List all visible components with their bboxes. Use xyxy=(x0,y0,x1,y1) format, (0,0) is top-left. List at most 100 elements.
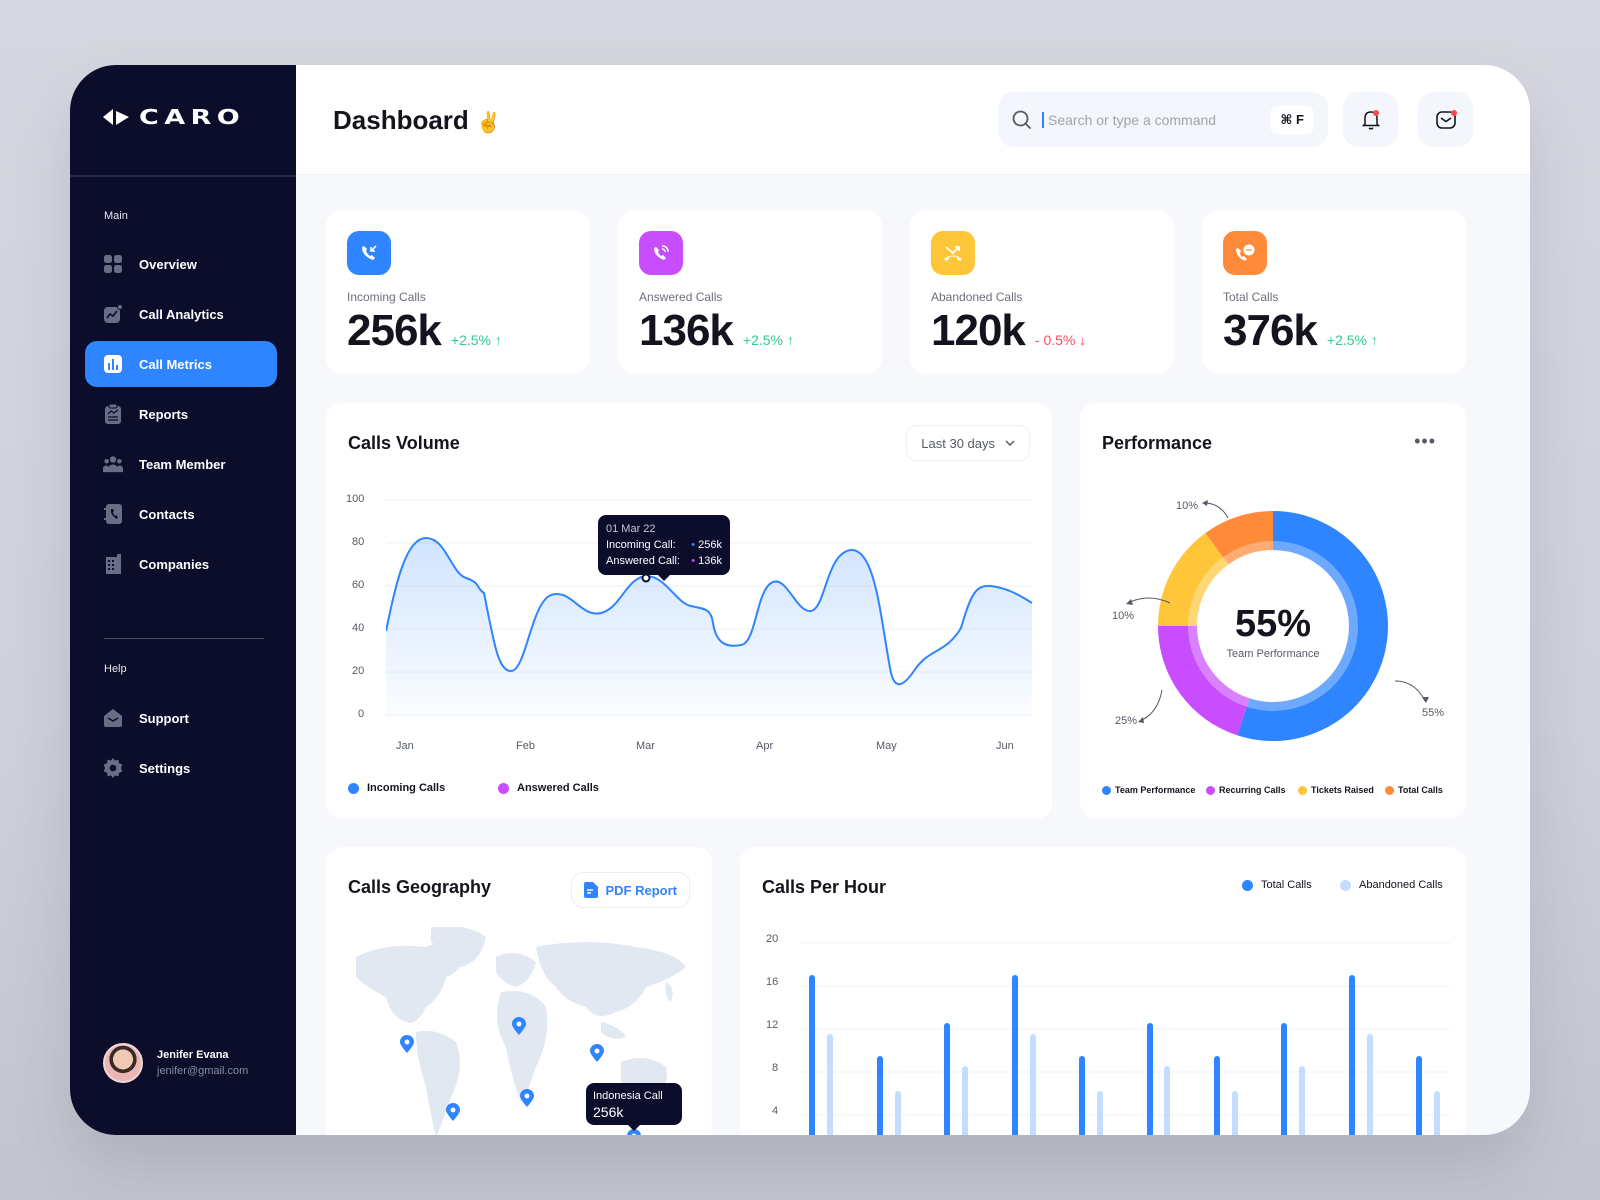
abandoned-call-icon xyxy=(931,231,975,275)
messages-button[interactable] xyxy=(1418,92,1473,147)
logo[interactable]: CARO xyxy=(103,105,240,129)
performance-donut-chart xyxy=(1158,511,1388,741)
stat-value: 120k - 0.5% ↓ xyxy=(931,306,1087,355)
callout-label: 10% xyxy=(1112,610,1135,622)
date-range-dropdown[interactable]: Last 30 days xyxy=(906,425,1030,461)
call-chat-icon xyxy=(1223,231,1267,275)
search-input[interactable] xyxy=(1042,111,1252,128)
legend-total-calls[interactable]: Total Calls xyxy=(1242,879,1312,891)
search-icon xyxy=(1012,110,1032,129)
map-pin-icon[interactable] xyxy=(512,1017,526,1040)
header: Dashboard ✌️ ⌘ F xyxy=(296,65,1530,175)
chart-tooltip: 01 Mar 22 Incoming Call: • 256k Answered … xyxy=(598,515,730,581)
app-window: CARO Main Overview Call Analytics Call M… xyxy=(70,65,1530,1135)
legend-incoming[interactable]: Incoming Calls xyxy=(348,782,445,794)
section-label-main: Main xyxy=(104,210,128,222)
stat-label: Total Calls xyxy=(1223,290,1279,304)
stat-card-abandoned: Abandoned Calls 120k - 0.5% ↓ xyxy=(910,210,1174,374)
sidebar-item-companies[interactable]: Companies xyxy=(85,541,277,587)
map-pin-icon[interactable] xyxy=(400,1035,414,1058)
pdf-report-label: PDF Report xyxy=(605,882,678,898)
map-tooltip: Indonesia Call 256k xyxy=(586,1083,682,1131)
sidebar-item-label: Companies xyxy=(139,556,210,572)
calls-per-hour-card: Calls Per Hour Total Calls Abandoned Cal… xyxy=(740,847,1466,1135)
sidebar-item-label: Reports xyxy=(139,406,189,422)
legend-team-performance[interactable]: Team Performance xyxy=(1102,785,1195,795)
sidebar-item-reports[interactable]: Reports xyxy=(85,391,277,437)
contacts-icon xyxy=(103,504,123,524)
notification-dot xyxy=(1373,110,1379,116)
sidebar-item-call-metrics[interactable]: Call Metrics xyxy=(85,341,277,387)
search-bar[interactable]: ⌘ F xyxy=(998,92,1328,147)
sidebar-item-label: Settings xyxy=(139,760,191,776)
calls-per-hour-chart xyxy=(800,942,1450,1135)
sidebar-item-support[interactable]: Support xyxy=(85,695,277,741)
sidebar: CARO Main Overview Call Analytics Call M… xyxy=(70,65,296,1135)
mail-open-icon xyxy=(103,708,123,728)
calls-geography-card: Calls Geography PDF Report xyxy=(326,847,712,1135)
callout-label: 25% xyxy=(1115,715,1138,727)
chevron-down-icon xyxy=(1005,440,1015,446)
more-options-icon[interactable]: ••• xyxy=(1414,431,1436,451)
incoming-call-icon xyxy=(347,231,391,275)
sidebar-item-team-member[interactable]: Team Member xyxy=(85,441,277,487)
stat-value: 256k +2.5% ↑ xyxy=(347,306,502,355)
gear-icon xyxy=(103,758,123,778)
document-icon xyxy=(583,882,598,898)
legend-total-calls[interactable]: Total Calls xyxy=(1385,785,1443,795)
legend-recurring-calls[interactable]: Recurring Calls xyxy=(1206,785,1286,795)
page-title-text: Dashboard xyxy=(333,105,469,135)
map-pin-icon[interactable] xyxy=(520,1089,534,1112)
stat-value: 136k +2.5% ↑ xyxy=(639,306,794,355)
dropdown-value: Last 30 days xyxy=(921,435,995,451)
map-pin-icon[interactable] xyxy=(446,1103,460,1126)
pdf-report-button[interactable]: PDF Report xyxy=(570,872,690,908)
legend-tickets-raised[interactable]: Tickets Raised xyxy=(1298,785,1374,795)
user-profile[interactable]: Jenifer Evana jenifer@gmail.com xyxy=(103,1043,248,1083)
stat-card-answered: Answered Calls 136k +2.5% ↑ xyxy=(618,210,882,374)
mail-icon xyxy=(1435,110,1456,129)
victory-hand-icon: ✌️ xyxy=(476,112,501,134)
notifications-button[interactable] xyxy=(1343,92,1398,147)
legend-answered[interactable]: Answered Calls xyxy=(498,782,599,794)
stat-delta: +2.5% ↑ xyxy=(1326,332,1378,348)
user-name: Jenifer Evana xyxy=(157,1049,229,1061)
stat-card-total: Total Calls 376k +2.5% ↑ xyxy=(1202,210,1466,374)
stat-label: Answered Calls xyxy=(639,290,723,304)
message-dot xyxy=(1451,110,1457,116)
stat-delta: +2.5% ↑ xyxy=(450,332,502,348)
sidebar-item-overview[interactable]: Overview xyxy=(85,241,277,287)
card-title: Calls Geography xyxy=(348,877,492,897)
callout-label: 10% xyxy=(1176,500,1199,512)
stat-value: 376k +2.5% ↑ xyxy=(1223,306,1378,355)
callout-label: 55% xyxy=(1422,707,1445,719)
calls-volume-card: Calls Volume Last 30 days 100 80 60 40 2… xyxy=(326,403,1052,819)
sidebar-item-label: Overview xyxy=(139,256,197,272)
sidebar-item-contacts[interactable]: Contacts xyxy=(85,491,277,537)
grid-icon xyxy=(103,254,123,274)
sidebar-item-label: Call Metrics xyxy=(139,356,212,372)
sidebar-item-label: Call Analytics xyxy=(139,306,224,322)
legend-abandoned-calls[interactable]: Abandoned Calls xyxy=(1340,879,1443,891)
sidebar-item-label: Team Member xyxy=(139,456,226,472)
sidebar-item-label: Support xyxy=(139,710,189,726)
shortcut-badge: ⌘ F xyxy=(1270,105,1314,134)
map-pin-icon[interactable] xyxy=(590,1044,604,1067)
sidebar-item-call-analytics[interactable]: Call Analytics xyxy=(85,291,277,337)
avatar xyxy=(103,1043,143,1083)
clipboard-icon xyxy=(103,404,123,424)
building-icon xyxy=(103,554,123,574)
stat-label: Abandoned Calls xyxy=(931,290,1023,304)
divider xyxy=(104,638,264,639)
world-map xyxy=(356,927,686,1135)
stat-delta: - 0.5% ↓ xyxy=(1034,332,1087,348)
logo-mark-icon xyxy=(103,109,129,125)
card-title: Performance xyxy=(1102,433,1213,453)
divider xyxy=(70,175,296,177)
donut-center: 55% Team Performance xyxy=(1226,603,1320,660)
answered-call-icon xyxy=(639,231,683,275)
bell-icon xyxy=(1361,110,1380,129)
sidebar-item-settings[interactable]: Settings xyxy=(85,745,277,791)
bar-chart-icon xyxy=(103,354,123,374)
page-title: Dashboard ✌️ xyxy=(333,105,501,136)
